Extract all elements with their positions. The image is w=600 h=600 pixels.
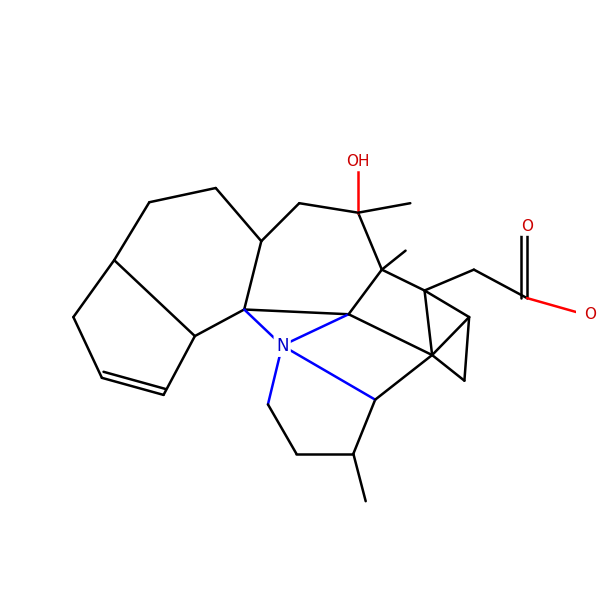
Text: OH: OH xyxy=(346,154,370,169)
Text: N: N xyxy=(276,337,289,355)
Text: O: O xyxy=(521,218,533,233)
Text: O: O xyxy=(584,307,596,322)
